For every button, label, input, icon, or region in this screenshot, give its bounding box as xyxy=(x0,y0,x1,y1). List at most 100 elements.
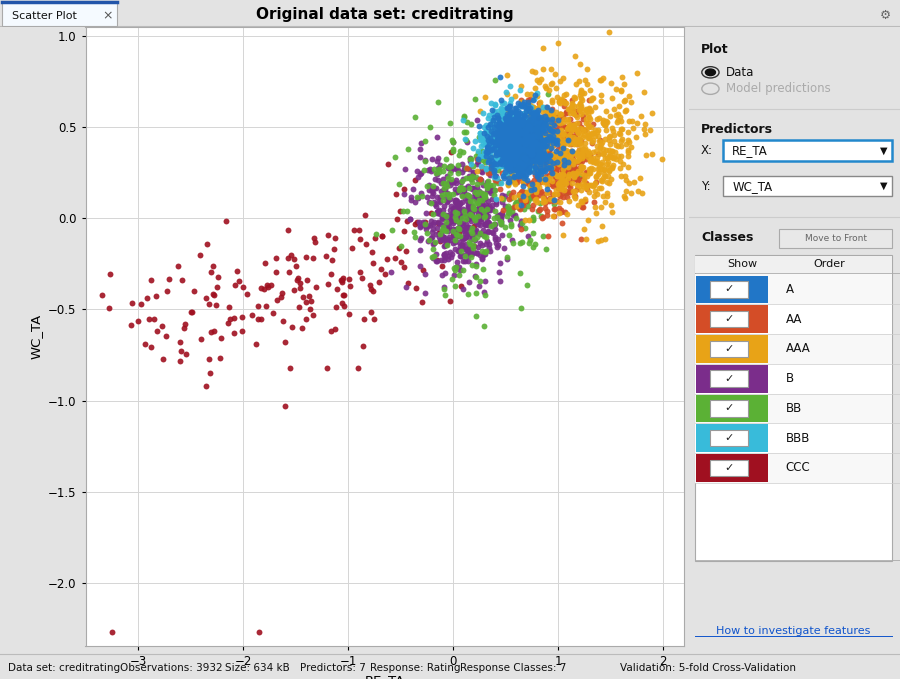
Point xyxy=(476,208,491,219)
Point xyxy=(493,123,508,134)
Point xyxy=(541,175,555,186)
Point xyxy=(425,190,439,201)
Point xyxy=(519,122,534,132)
Point xyxy=(527,118,542,129)
Point xyxy=(574,140,589,151)
Circle shape xyxy=(706,69,716,75)
Point xyxy=(475,161,490,172)
Point xyxy=(498,222,512,233)
Point xyxy=(532,132,546,143)
Point xyxy=(492,266,507,277)
Point xyxy=(432,196,446,206)
Text: Y:: Y: xyxy=(701,180,711,193)
Point xyxy=(494,127,508,138)
Point xyxy=(613,155,627,166)
Point xyxy=(644,124,658,135)
Point xyxy=(538,152,553,163)
Point xyxy=(504,145,518,156)
Point xyxy=(468,204,482,215)
Point xyxy=(502,105,517,115)
Point xyxy=(537,153,552,164)
Point xyxy=(554,166,569,177)
Point xyxy=(299,252,313,263)
Point xyxy=(506,175,520,185)
Point xyxy=(569,126,583,137)
Point xyxy=(604,174,618,185)
Point xyxy=(594,164,608,175)
Point xyxy=(478,246,492,257)
Point xyxy=(433,191,447,202)
Text: ▼: ▼ xyxy=(879,181,887,191)
Point xyxy=(444,216,458,227)
Point xyxy=(456,127,471,138)
Point xyxy=(532,145,546,155)
Point xyxy=(516,165,530,176)
Point xyxy=(413,151,428,162)
Point xyxy=(559,144,573,155)
Point xyxy=(520,136,535,147)
Point xyxy=(495,147,509,158)
Point xyxy=(478,203,492,214)
Point xyxy=(345,243,359,254)
Point xyxy=(547,189,562,200)
Point xyxy=(544,151,558,162)
Point xyxy=(519,105,534,116)
Point xyxy=(536,148,550,159)
Point xyxy=(479,129,493,140)
Point xyxy=(529,138,544,149)
Point xyxy=(510,196,525,207)
Point xyxy=(503,148,517,159)
Point xyxy=(561,104,575,115)
Point xyxy=(457,163,472,174)
Point xyxy=(562,135,576,146)
Point xyxy=(554,132,569,143)
Point xyxy=(527,136,542,147)
Point xyxy=(520,158,535,169)
Point xyxy=(494,219,508,230)
Point xyxy=(491,158,505,169)
Point xyxy=(492,210,507,221)
Point xyxy=(473,173,488,184)
Point xyxy=(537,145,552,155)
Point xyxy=(537,189,552,200)
Point xyxy=(552,177,566,188)
Point xyxy=(446,237,460,248)
Point xyxy=(527,143,542,154)
Point xyxy=(575,124,590,135)
Point xyxy=(418,220,432,231)
Point xyxy=(562,132,577,143)
Point xyxy=(514,166,528,177)
Point xyxy=(534,151,548,162)
Point xyxy=(523,100,537,111)
Point xyxy=(553,147,567,158)
Point xyxy=(590,141,604,152)
Point xyxy=(553,197,567,208)
Point xyxy=(508,210,522,221)
Point xyxy=(532,164,546,175)
Point xyxy=(502,129,517,140)
Point xyxy=(513,151,527,162)
Point xyxy=(461,244,475,255)
Point xyxy=(514,157,528,168)
Point xyxy=(508,155,523,166)
Point xyxy=(555,163,570,174)
Point xyxy=(430,222,445,233)
Point xyxy=(515,159,529,170)
Point xyxy=(508,143,523,154)
Point xyxy=(478,276,492,287)
Point xyxy=(536,64,551,75)
Point xyxy=(464,118,478,129)
Text: ✓: ✓ xyxy=(724,403,733,414)
Point xyxy=(518,196,532,207)
Point xyxy=(102,303,116,314)
Point xyxy=(499,153,513,164)
Point xyxy=(511,153,526,164)
Point xyxy=(423,122,437,132)
Point xyxy=(525,143,539,154)
Point xyxy=(478,192,492,203)
Point xyxy=(554,142,568,153)
Point xyxy=(591,168,606,179)
Point xyxy=(517,135,531,146)
Point xyxy=(580,63,594,74)
Point xyxy=(440,236,454,247)
